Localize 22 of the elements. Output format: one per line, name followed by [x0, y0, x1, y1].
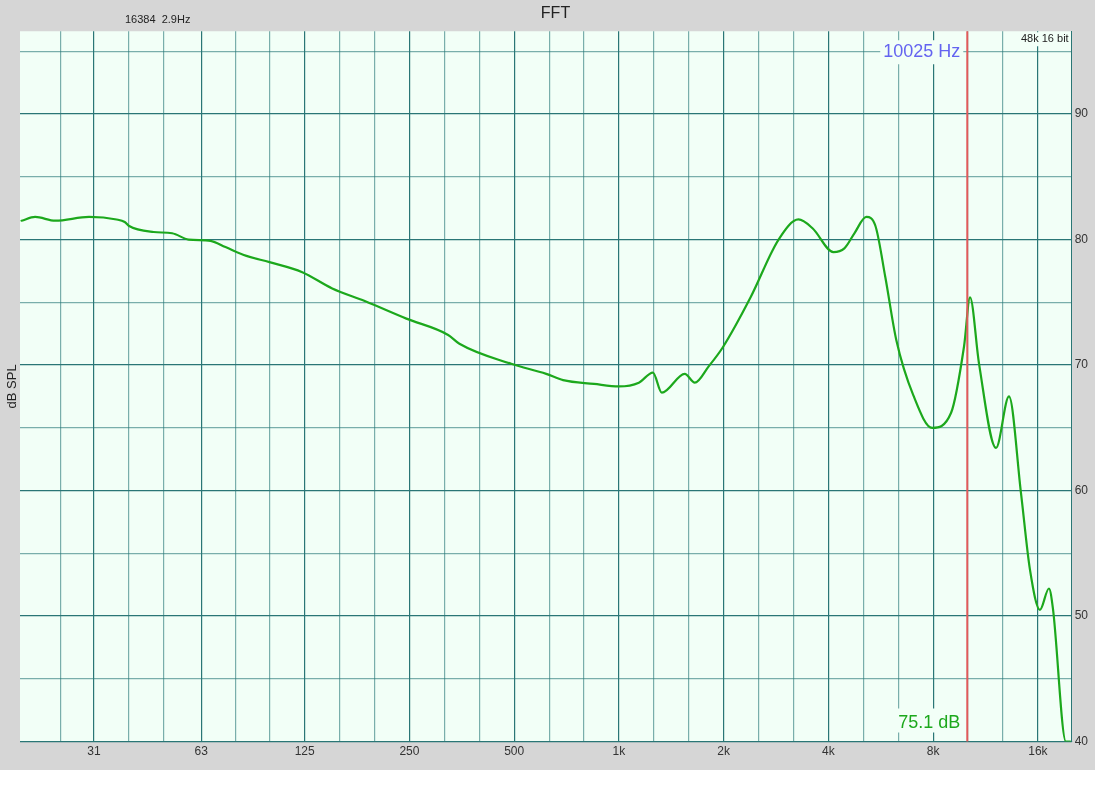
x-tick-label: 16k	[1028, 744, 1049, 759]
annotation: 75.1 dB	[898, 711, 961, 732]
y-tick-label: 50	[1074, 608, 1089, 623]
y-axis-title: dB SPL	[3, 364, 19, 409]
x-tick-label: 1k	[612, 744, 627, 759]
x-tick-label: 31	[87, 744, 101, 759]
y-tick-label: 40	[1074, 733, 1089, 748]
ref-line-label: 10025 Hz	[883, 41, 961, 62]
x-tick-label: 125	[294, 744, 316, 759]
x-tick-label: 500	[504, 744, 525, 759]
x-tick-label: 250	[399, 744, 420, 759]
x-tick-label: 8k	[926, 744, 941, 759]
y-tick-label: 80	[1074, 231, 1089, 246]
chart-title: FFT	[540, 4, 571, 22]
x-tick-label: 2k	[717, 744, 732, 759]
y-tick-label: 70	[1074, 357, 1089, 372]
x-tick-label: 4k	[822, 744, 836, 759]
text: 16384 2.9Hz	[125, 12, 191, 25]
y-tick-label: 90	[1074, 106, 1089, 121]
y-tick-label: 60	[1074, 482, 1089, 497]
x-tick-label: 63	[194, 744, 209, 759]
annotation: 48k 16 bit	[1020, 31, 1069, 44]
